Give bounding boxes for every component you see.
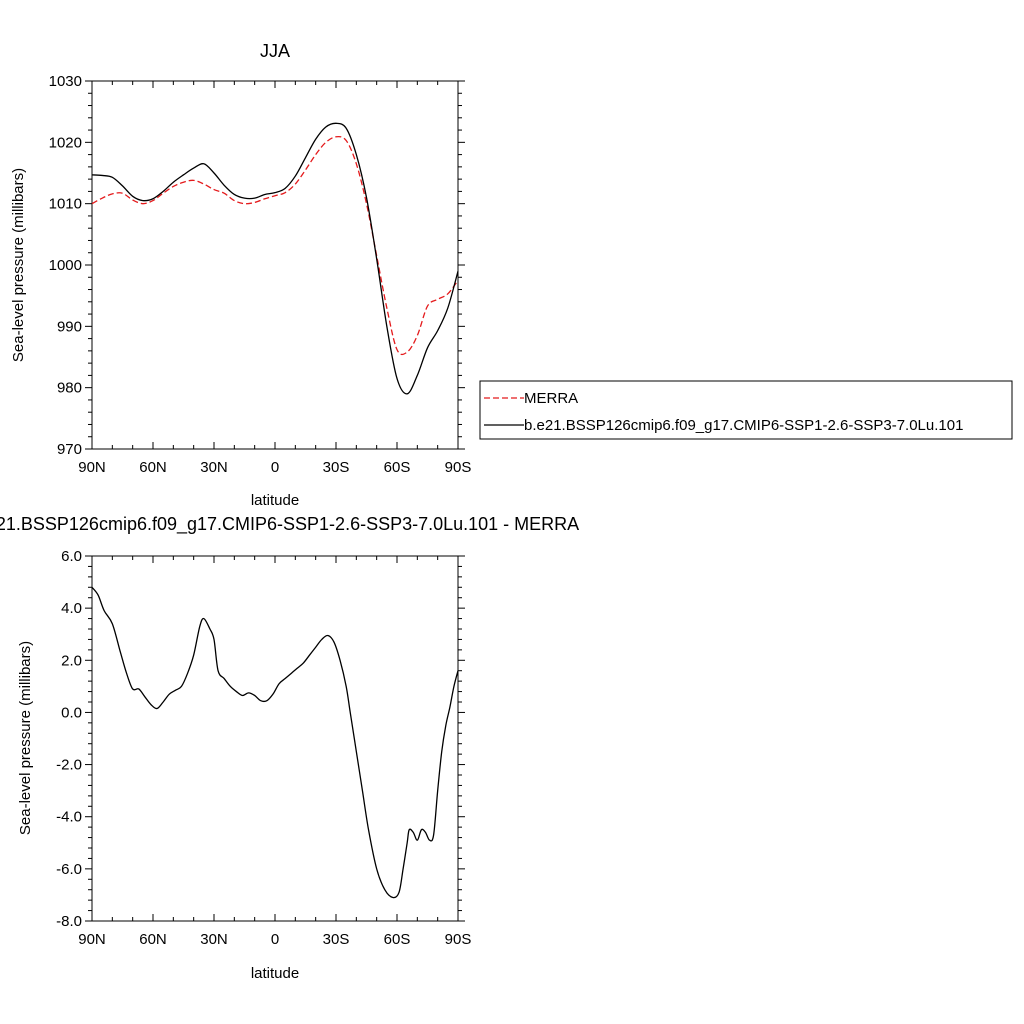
y-axis-label: Sea-level pressure (millibars) xyxy=(10,168,27,362)
difference-line xyxy=(91,586,459,899)
x-tick-label: 30N xyxy=(200,931,228,948)
y-tick-label: 4.0 xyxy=(61,600,82,617)
difference-chart: b.e21.BSSP126cmip6.f09_g17.CMIP6-SSP1-2.… xyxy=(0,514,579,982)
jja-chart: JJA 90N 60N 30N 0 30S 60S 90S10301020101010009… xyxy=(10,41,471,509)
y-tick-label: -2.0 xyxy=(56,757,82,774)
plot-frame xyxy=(91,80,459,450)
legend-label-model: b.e21.BSSP126cmip6.f09_g17.CMIP6-SSP1-2.… xyxy=(524,417,963,434)
axis-ticks: 90N 60N 30N 0 30S 60S 90S 1030 1020 1010 1000 990 98… xyxy=(49,73,472,476)
x-tick-label: 30S xyxy=(323,459,350,476)
y-tick-label: 6.0 xyxy=(61,548,82,565)
y-tick-label: 970 xyxy=(57,441,82,458)
y-tick-label: 2.0 xyxy=(61,652,82,669)
series-line-merra xyxy=(91,135,459,356)
y-tick-label: -6.0 xyxy=(56,861,82,878)
x-tick-label: 30S xyxy=(323,931,350,948)
y-axis-label: Sea-level pressure (millibars) xyxy=(17,641,34,835)
y-tick-label: 980 xyxy=(57,380,82,397)
series-lines xyxy=(91,586,459,899)
y-tick-label: -4.0 xyxy=(56,809,82,826)
y-tick-label: 1020 xyxy=(49,134,82,151)
series-lines xyxy=(91,122,459,395)
x-tick-label: 0 xyxy=(271,931,279,948)
x-tick-label: 90S xyxy=(445,931,472,948)
legend-box xyxy=(479,380,1013,440)
series-line-model xyxy=(91,122,459,395)
axis-ticks: 90N 60N 30N 0 30S 60S 90S 6.0 4.0 2.0 0.0 -2.0 -4.0 -… xyxy=(56,548,471,948)
x-tick-label: 60N xyxy=(139,931,167,948)
x-axis-label: latitude xyxy=(251,965,299,982)
x-tick-label: 90S xyxy=(445,459,472,476)
x-tick-label: 60S xyxy=(384,931,411,948)
x-axis-label: latitude xyxy=(251,492,299,509)
y-tick-label: 990 xyxy=(57,318,82,335)
y-tick-label: 1000 xyxy=(49,257,82,274)
x-tick-label: 30N xyxy=(200,459,228,476)
y-tick-label: -8.0 xyxy=(56,913,82,930)
chart-title: b.e21.BSSP126cmip6.f09_g17.CMIP6-SSP1-2.… xyxy=(0,514,579,535)
y-tick-label: 1030 xyxy=(49,73,82,90)
x-tick-label: 90N xyxy=(78,459,106,476)
y-tick-label: 1010 xyxy=(49,196,82,213)
legend: MERRA b.e21.BSSP126cmip6.f09_g17.CMIP6-S… xyxy=(479,380,1013,440)
x-tick-label: 60N xyxy=(139,459,167,476)
y-tick-label: 0.0 xyxy=(61,704,82,721)
chart-title: JJA xyxy=(260,41,290,61)
x-tick-label: 0 xyxy=(271,459,279,476)
legend-label-merra: MERRA xyxy=(524,390,578,407)
x-tick-label: 90N xyxy=(78,931,106,948)
x-tick-label: 60S xyxy=(384,459,411,476)
